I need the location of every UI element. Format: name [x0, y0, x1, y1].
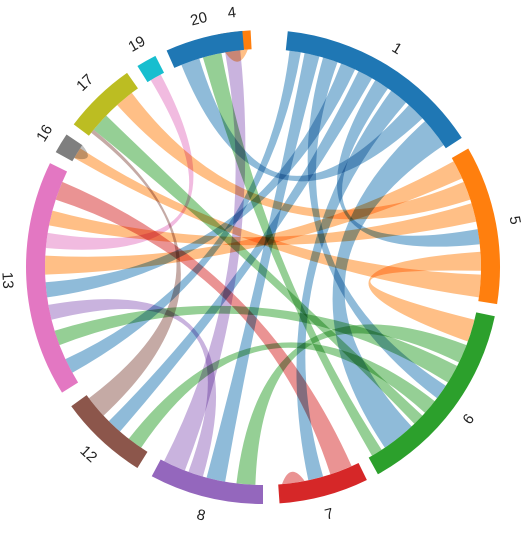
- chord-6-8-15: [236, 324, 467, 485]
- chord-5-13-10: [44, 161, 463, 275]
- chord-7-7-21: [282, 471, 305, 485]
- chords-layer: [44, 49, 482, 485]
- group-label-16: 16: [33, 122, 56, 145]
- group-label-17: 17: [73, 71, 97, 95]
- chord-6-20-19: [202, 53, 382, 456]
- group-arc-7: [278, 462, 367, 504]
- group-arc-12: [71, 395, 148, 468]
- chord-5-16-14: [74, 148, 481, 298]
- chord-8-13-22: [48, 299, 217, 477]
- chord-16-16-26: [74, 145, 88, 160]
- group-label-6: 6: [459, 411, 478, 428]
- group-arc-20: [166, 30, 244, 68]
- group-arc-8: [151, 459, 263, 504]
- group-arc-1: [285, 31, 462, 149]
- group-label-1: 1: [389, 39, 405, 58]
- group-label-12: 12: [77, 442, 101, 466]
- chord-5-6-13: [368, 251, 482, 342]
- group-arc-17: [73, 72, 138, 136]
- group-arc-13: [26, 163, 79, 393]
- group-label-19: 19: [125, 33, 148, 56]
- group-label-13: 13: [0, 272, 16, 290]
- group-arcs-layer: [26, 30, 500, 504]
- group-arc-5: [451, 148, 500, 305]
- group-label-20: 20: [189, 9, 209, 30]
- group-label-5: 5: [506, 215, 522, 226]
- group-arc-16: [55, 134, 83, 162]
- group-arc-6: [368, 312, 495, 475]
- chord-12-17-24: [88, 129, 181, 416]
- group-label-7: 7: [323, 505, 335, 524]
- group-label-4: 4: [227, 4, 237, 22]
- group-label-8: 8: [195, 506, 207, 525]
- chord-6-17-18: [93, 115, 423, 424]
- group-arc-19: [137, 55, 165, 83]
- chord-1-12-4: [108, 71, 372, 432]
- chord-6-13-16: [54, 305, 458, 383]
- chord-8-20-23: [164, 50, 246, 471]
- chord-7-13-20: [55, 181, 352, 475]
